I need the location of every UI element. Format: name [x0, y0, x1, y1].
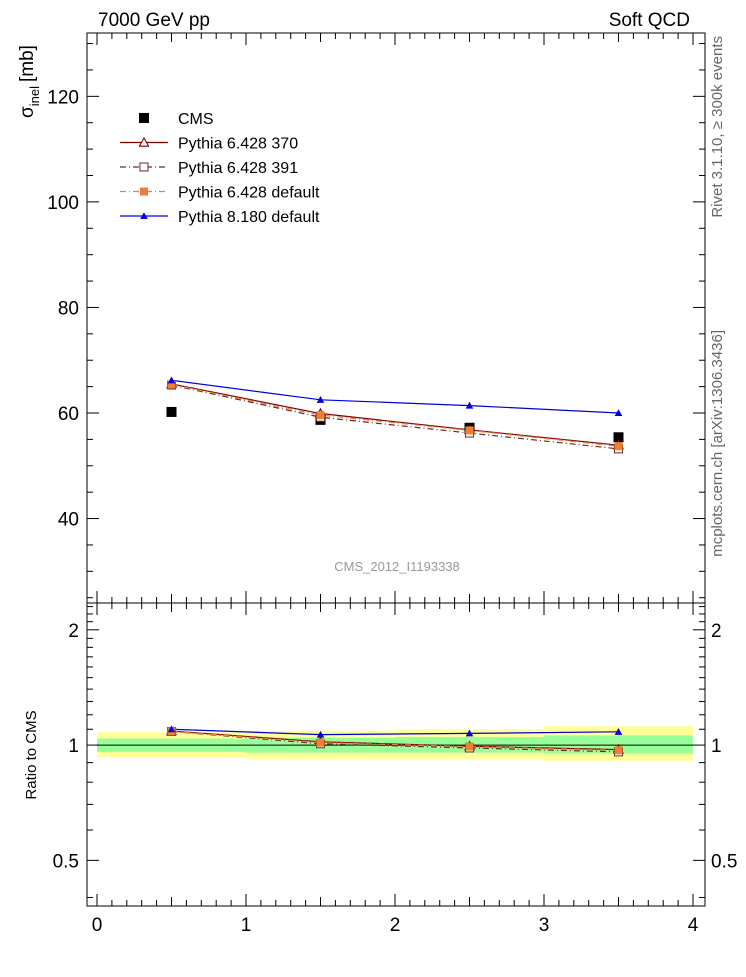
ratio-point-pythia-6-428-default	[316, 738, 325, 747]
data-point-pythia-8-180-default	[316, 396, 325, 403]
data-point-pythia-8-180-default	[614, 409, 623, 417]
ratio-line-pythia-8-180-default	[171, 728, 619, 736]
header-collision-label: 7000 GeV pp	[98, 10, 210, 31]
ratio-line-pythia-6-428-391	[171, 730, 619, 753]
y-tick-label: 100	[47, 193, 79, 214]
ratio-line-pythia-6-428-default	[171, 730, 619, 751]
y-tick-label: 60	[58, 404, 79, 425]
series-line-pythia-8-180-default	[171, 379, 619, 414]
legend-marker-pythia-8-180-default	[140, 212, 148, 220]
y-tick-label: 40	[58, 510, 79, 531]
svg-text:σinel[mb]: σinel[mb]	[17, 45, 42, 118]
ratio-y-axis-label: Ratio to CMS	[23, 710, 40, 799]
header-category-label: Soft QCD	[609, 10, 690, 31]
ratio-point-pythia-6-428-default	[465, 742, 474, 751]
ratio-point-pythia-8-180-default	[465, 729, 474, 737]
ratio-y-tick-label-left: 1	[68, 736, 79, 757]
y-tick-label: 80	[58, 298, 79, 319]
legend-label-pythia-8-180-default: Pythia 8.180 default	[178, 209, 320, 226]
ratio-ticks: 0 1 2 3 4 0.5 0.5 1 1 2 2	[53, 603, 737, 936]
ratio-point-pythia-8-180-default	[316, 730, 325, 738]
data-point-pythia-6-428-default	[316, 411, 325, 420]
ratio-series-lines	[171, 728, 619, 753]
main-series-lines	[171, 379, 619, 450]
mcplots-label: mcplots.cern.ch [arXiv:1306.3436]	[709, 330, 726, 557]
data-point-pythia-8-180-default	[465, 401, 474, 409]
data-point-pythia-6-428-default	[614, 442, 623, 451]
ratio-frame	[86, 602, 706, 907]
x-tick-label: 0	[92, 915, 103, 936]
ratio-y-tick-label-left: 0.5	[53, 851, 79, 872]
series-line-pythia-6-428-391	[171, 384, 619, 450]
legend-marker-pythia-6-428-default	[140, 187, 148, 196]
ratio-y-tick-label-right: 2	[711, 621, 722, 642]
ratio-series-markers	[165, 725, 625, 757]
x-tick-label: 1	[241, 915, 252, 936]
ratio-panel: 0 1 2 3 4 0.5 0.5 1 1 2 2 Ratio to CMS	[23, 602, 737, 936]
main-y-axis-label: σinel[mb]	[17, 45, 42, 118]
analysis-label: CMS_2012_I1193338	[334, 559, 460, 574]
legend: CMS Pythia 6.428 370 Pythia 6.428 391 Pythi…	[120, 111, 320, 226]
x-tick-label: 3	[539, 915, 550, 936]
main-series-markers	[165, 376, 625, 454]
legend-label-pythia-6-428-391: Pythia 6.428 391	[178, 160, 298, 177]
data-point-cms	[166, 406, 177, 417]
legend-label-pythia-6-428-370: Pythia 6.428 370	[178, 136, 298, 153]
x-tick-label: 2	[390, 915, 401, 936]
ratio-point-pythia-6-428-default	[614, 746, 623, 755]
data-point-pythia-8-180-default	[167, 376, 176, 384]
x-tick-label: 4	[688, 915, 699, 936]
data-point-pythia-6-428-default	[465, 426, 474, 435]
ratio-point-pythia-8-180-default	[167, 725, 176, 733]
y-tick-label: 120	[47, 87, 79, 108]
legend-marker-cms	[139, 113, 149, 123]
ratio-y-tick-label-left: 2	[68, 621, 79, 642]
series-line-pythia-6-428-370	[171, 383, 619, 446]
main-panel: 40 60 80 100 120 CMS_2012_I1193338 σinel[mb]…	[17, 32, 706, 604]
ratio-y-tick-label-right: 1	[711, 736, 722, 757]
data-point-cms	[613, 432, 624, 443]
ratio-y-tick-label-right: 0.5	[711, 851, 737, 872]
legend-label-cms: CMS	[178, 111, 214, 128]
ratio-point-pythia-8-180-default	[614, 728, 623, 735]
main-ticks: 40 60 80 100 120	[47, 33, 705, 603]
series-line-pythia-6-428-default	[171, 383, 619, 447]
legend-label-pythia-6-428-default: Pythia 6.428 default	[178, 185, 320, 202]
data-point-pythia-6-428-default	[167, 380, 176, 389]
legend-marker-pythia-6-428-391	[139, 162, 149, 172]
rivet-label: Rivet 3.1.10, ≥ 300k events	[709, 36, 726, 218]
legend-marker-pythia-6-428-370	[138, 136, 150, 147]
